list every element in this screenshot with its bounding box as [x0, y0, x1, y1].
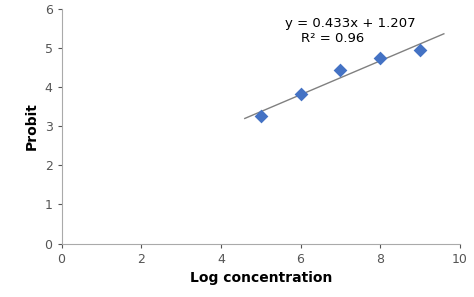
Y-axis label: Probit: Probit: [25, 102, 39, 150]
Point: [337, 67, 344, 72]
Point: [297, 92, 304, 97]
Point: [257, 114, 264, 119]
Point: [416, 48, 424, 52]
Text: R² = 0.96: R² = 0.96: [301, 32, 364, 45]
X-axis label: Log concentration: Log concentration: [190, 271, 332, 285]
Point: [376, 56, 384, 60]
Text: y = 0.433x + 1.207: y = 0.433x + 1.207: [284, 18, 415, 30]
